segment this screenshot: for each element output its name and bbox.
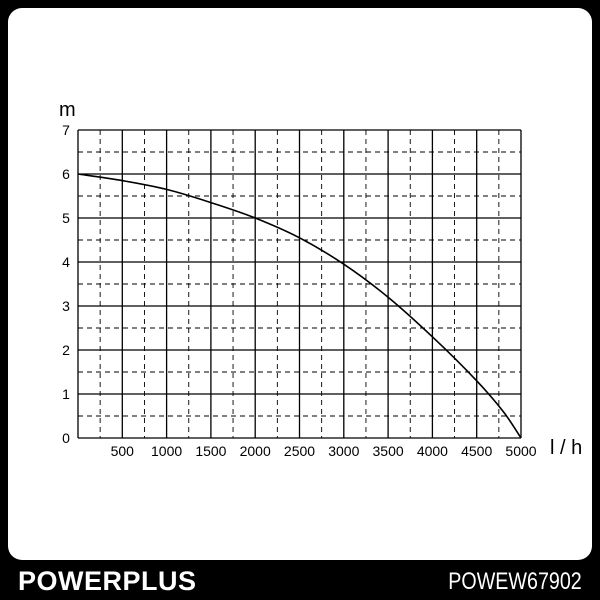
x-tick-label: 1000	[151, 443, 182, 459]
y-tick-label: 5	[62, 210, 70, 226]
y-axis-label: m	[59, 99, 76, 121]
y-tick-label: 7	[62, 122, 70, 138]
x-tick-label: 5000	[505, 443, 536, 459]
major-grid	[77, 129, 522, 439]
y-tick-label: 6	[62, 166, 70, 182]
x-tick-label: 1500	[195, 443, 226, 459]
x-tick-labels: 500 1000 1500 2000 2500 3000 3500 4000 4500 5000	[111, 443, 537, 459]
x-tick-label: 4500	[461, 443, 492, 459]
x-tick-label: 4000	[417, 443, 448, 459]
x-tick-label: 3500	[373, 443, 404, 459]
x-axis-label: l / h	[550, 437, 582, 459]
y-tick-label: 3	[62, 298, 70, 314]
x-tick-label: 500	[111, 443, 135, 459]
y-tick-label: 2	[62, 342, 70, 358]
x-tick-label: 2000	[240, 443, 271, 459]
y-tick-label: 1	[62, 386, 70, 402]
x-tick-label: 3000	[328, 443, 359, 459]
y-tick-label: 4	[62, 254, 70, 270]
x-tick-label: 2500	[284, 443, 315, 459]
model-number: POWEW67902	[448, 568, 582, 595]
y-tick-labels: 0 1 2 3 4 5 6 7	[62, 122, 70, 446]
y-tick-label: 0	[62, 430, 70, 446]
brand-logo: POWERPLUS	[18, 566, 197, 596]
minor-grid	[78, 130, 521, 438]
pump-performance-curve	[77, 173, 522, 439]
